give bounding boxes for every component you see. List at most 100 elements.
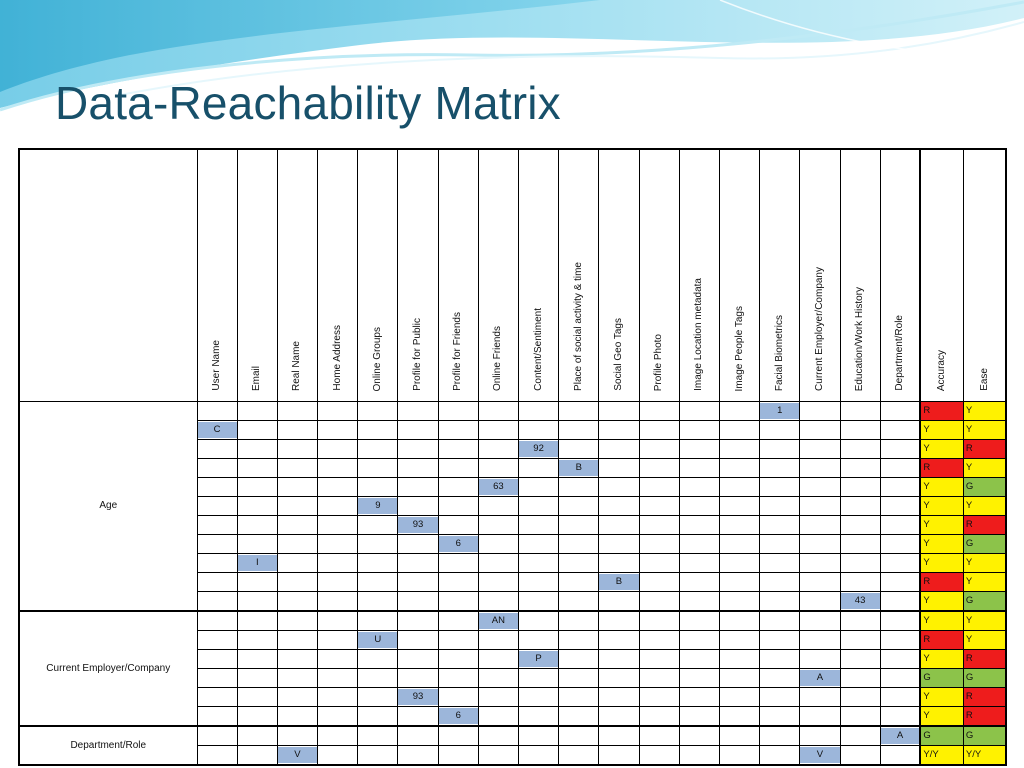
matrix-cell [276, 515, 319, 535]
column-header-label: Real Name [291, 340, 303, 391]
matrix-cell [317, 687, 359, 707]
column-header: Profile Photo [638, 148, 680, 402]
matrix-cell: 1 [759, 401, 801, 421]
table-row: Department/Role A G G [18, 725, 1007, 766]
matrix-cell-value: 93 [398, 517, 438, 533]
matrix-cell [638, 401, 680, 421]
matrix-cell [477, 668, 520, 688]
matrix-cell [678, 668, 720, 688]
matrix-cell-value: B [559, 460, 598, 476]
matrix-cell [276, 458, 319, 478]
matrix-cell [236, 534, 278, 554]
column-header-label: Online Groups [371, 326, 383, 391]
matrix-cell [879, 496, 922, 516]
matrix-cell [718, 649, 761, 669]
column-header: Profile for Public [397, 148, 439, 402]
matrix-cell [718, 725, 761, 746]
column-header-label: Place of social activity & time [572, 262, 584, 391]
matrix-cell [196, 401, 238, 421]
matrix-cell [759, 745, 801, 766]
ease-rating: Y [962, 630, 1007, 650]
matrix-cell [839, 553, 881, 573]
matrix-cell [317, 630, 359, 650]
ease-rating: G [962, 591, 1007, 612]
matrix-cell [236, 477, 278, 497]
matrix-cell [196, 477, 238, 497]
matrix-cell [598, 420, 640, 440]
matrix-cell [799, 515, 841, 535]
matrix-cell [879, 401, 922, 421]
matrix-cell [678, 420, 720, 440]
matrix-cell [678, 706, 720, 727]
matrix-cell [638, 745, 680, 766]
matrix-cell [678, 687, 720, 707]
matrix-cell [477, 725, 520, 746]
matrix-cell [517, 458, 560, 478]
matrix-cell [638, 496, 680, 516]
matrix-cell [397, 572, 439, 592]
matrix-cell [517, 706, 560, 727]
matrix-cell [397, 610, 439, 631]
matrix-cell: 6 [437, 534, 479, 554]
matrix-cell [558, 745, 600, 766]
matrix-cell-value: 93 [398, 689, 438, 705]
matrix-cell [799, 477, 841, 497]
matrix-cell-value: U [358, 632, 397, 648]
matrix-cell [839, 630, 881, 650]
ease-rating: R [962, 439, 1007, 459]
matrix-cell: B [558, 458, 600, 478]
matrix-cell [317, 572, 359, 592]
matrix-cell [276, 496, 319, 516]
column-header: Image People Tags [718, 148, 761, 402]
matrix-cell [598, 401, 640, 421]
ease-rating: R [962, 687, 1007, 707]
matrix-cell: A [879, 725, 922, 746]
matrix-cell [638, 477, 680, 497]
matrix-cell [759, 534, 801, 554]
matrix-cell [879, 668, 922, 688]
matrix-cell: I [236, 553, 278, 573]
matrix-cell [799, 553, 841, 573]
matrix-cell [477, 572, 520, 592]
matrix-cell-value: C [198, 422, 237, 438]
matrix-cell [196, 534, 238, 554]
matrix-cell [558, 591, 600, 612]
matrix-cell [437, 553, 479, 573]
matrix-cell [357, 591, 399, 612]
matrix-cell [357, 401, 399, 421]
matrix-cell [397, 725, 439, 746]
matrix-cell [598, 668, 640, 688]
column-header: Content/Sentiment [517, 148, 560, 402]
matrix-cell [196, 687, 238, 707]
matrix-cell [317, 420, 359, 440]
matrix-cell: B [598, 572, 640, 592]
matrix-cell [638, 725, 680, 746]
matrix-cell [477, 515, 520, 535]
accuracy-header: Accuracy [919, 148, 964, 402]
matrix-cell [517, 515, 560, 535]
matrix-cell [236, 401, 278, 421]
accuracy-rating: Y [919, 515, 964, 535]
matrix-cell-value: A [800, 670, 839, 686]
matrix-cell [357, 553, 399, 573]
matrix-cell [718, 439, 761, 459]
column-header-label: Current Employer/Company [813, 267, 825, 391]
column-header-label: Online Friends [492, 325, 504, 391]
matrix-cell [236, 496, 278, 516]
matrix-cell [759, 591, 801, 612]
matrix-cell [357, 477, 399, 497]
matrix-cell [437, 439, 479, 459]
matrix-cell [799, 534, 841, 554]
matrix-cell [759, 610, 801, 631]
matrix-cell [839, 725, 881, 746]
column-header: Online Friends [477, 148, 520, 402]
matrix-cell [196, 496, 238, 516]
column-header-label: Education/Work History [854, 286, 866, 391]
matrix-cell [879, 439, 922, 459]
ease-rating: R [962, 649, 1007, 669]
matrix-cell [718, 591, 761, 612]
matrix-cell [598, 439, 640, 459]
